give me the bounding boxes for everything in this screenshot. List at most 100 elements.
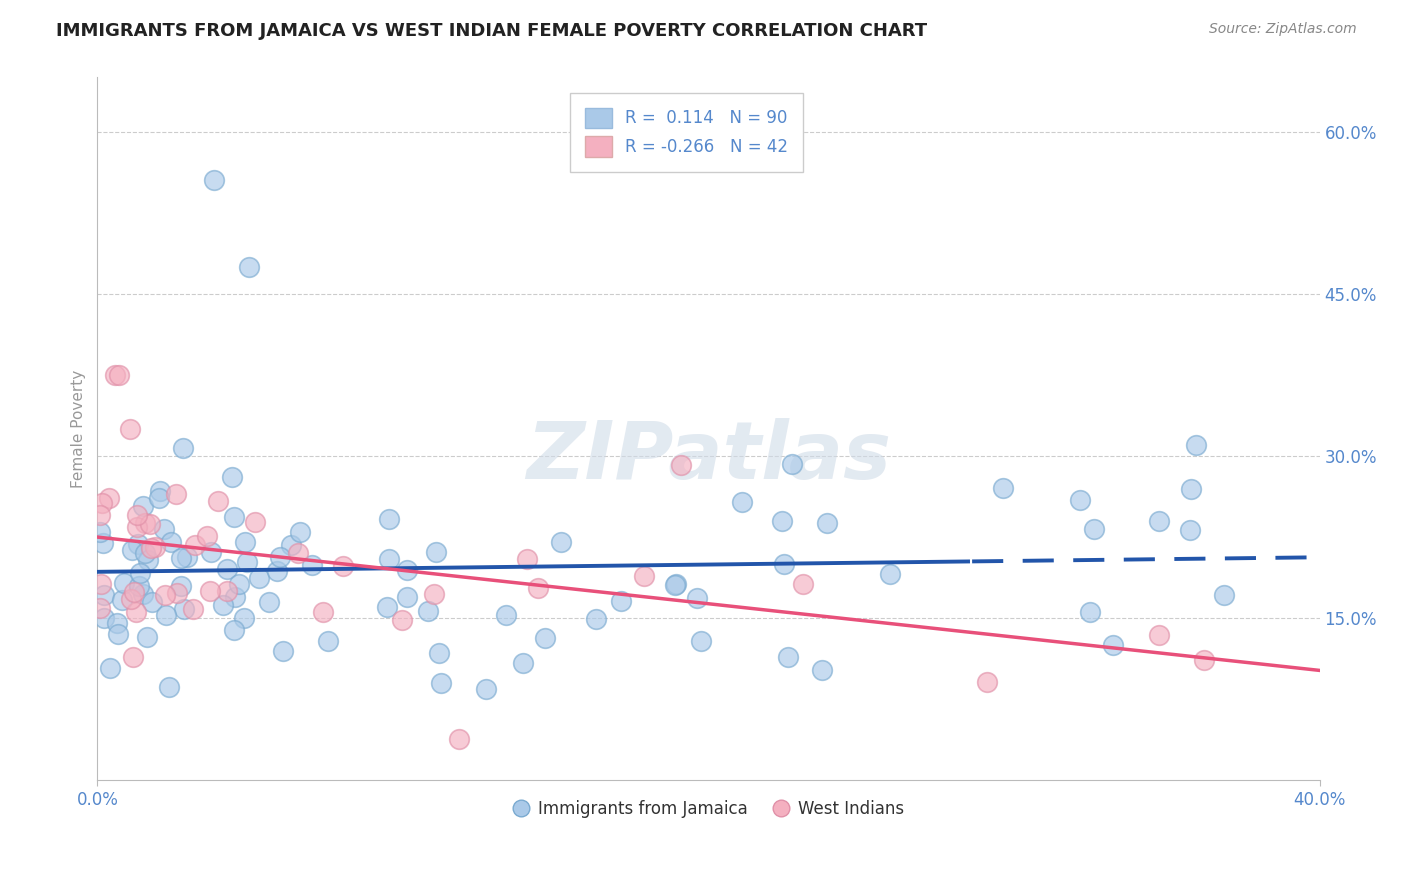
Point	[425, 545, 447, 559]
Point	[287, 546, 309, 560]
Point	[129, 566, 152, 580]
Point	[93, 611, 115, 625]
Point	[134, 546, 156, 560]
Point	[259, 595, 281, 609]
Point	[550, 535, 572, 549]
Point	[224, 590, 246, 604]
Point	[181, 601, 204, 615]
Point	[104, 368, 127, 382]
Point	[149, 484, 172, 499]
Point	[155, 608, 177, 623]
Point	[202, 173, 225, 187]
Point	[1078, 605, 1101, 619]
Point	[132, 499, 155, 513]
Text: IMMIGRANTS FROM JAMAICA VS WEST INDIAN FEMALE POVERTY CORRELATION CHART: IMMIGRANTS FROM JAMAICA VS WEST INDIAN F…	[56, 22, 928, 40]
Point	[1147, 514, 1170, 528]
Point	[139, 541, 162, 555]
Point	[516, 552, 538, 566]
Point	[170, 551, 193, 566]
Point	[243, 515, 266, 529]
Point	[447, 731, 470, 746]
Point	[90, 496, 112, 510]
Point	[98, 661, 121, 675]
Point	[93, 588, 115, 602]
Point	[1069, 492, 1091, 507]
Point	[378, 552, 401, 566]
Point	[280, 538, 302, 552]
Point	[610, 594, 633, 608]
Point	[157, 680, 180, 694]
Y-axis label: Female Poverty: Female Poverty	[72, 370, 86, 488]
Point	[1185, 437, 1208, 451]
Point	[120, 591, 142, 606]
Point	[173, 602, 195, 616]
Point	[1101, 638, 1123, 652]
Point	[396, 590, 419, 604]
Point	[222, 510, 245, 524]
Point	[770, 514, 793, 528]
Point	[132, 587, 155, 601]
Point	[879, 566, 901, 581]
Point	[976, 674, 998, 689]
Point	[475, 681, 498, 696]
Point	[1178, 524, 1201, 538]
Point	[527, 581, 550, 595]
Point	[228, 577, 250, 591]
Point	[155, 588, 177, 602]
Point	[135, 630, 157, 644]
Point	[166, 585, 188, 599]
Point	[686, 591, 709, 605]
Point	[127, 537, 149, 551]
Point	[423, 587, 446, 601]
Point	[585, 612, 607, 626]
Point	[396, 563, 419, 577]
Point	[233, 534, 256, 549]
Point	[664, 578, 686, 592]
Point	[224, 623, 246, 637]
Point	[427, 647, 450, 661]
Point	[165, 487, 187, 501]
Point	[815, 516, 838, 530]
Point	[1213, 588, 1236, 602]
Point	[1149, 628, 1171, 642]
Point	[107, 627, 129, 641]
Point	[1180, 482, 1202, 496]
Point	[633, 569, 655, 583]
Point	[288, 524, 311, 539]
Point	[377, 512, 399, 526]
Point	[690, 634, 713, 648]
Point	[495, 607, 517, 622]
Point	[148, 491, 170, 505]
Point	[93, 536, 115, 550]
Point	[170, 579, 193, 593]
Point	[207, 494, 229, 508]
Point	[198, 583, 221, 598]
Point	[669, 458, 692, 472]
Point	[301, 558, 323, 573]
Point	[111, 593, 134, 607]
Point	[810, 663, 832, 677]
Point	[127, 520, 149, 534]
Point	[152, 522, 174, 536]
Text: ZIPatlas: ZIPatlas	[526, 418, 891, 496]
Point	[269, 550, 291, 565]
Point	[172, 441, 194, 455]
Point	[118, 422, 141, 436]
Point	[128, 579, 150, 593]
Point	[195, 529, 218, 543]
Point	[512, 656, 534, 670]
Point	[792, 576, 814, 591]
Point	[125, 605, 148, 619]
Point	[98, 491, 121, 506]
Point	[121, 650, 143, 665]
Point	[416, 604, 439, 618]
Point	[176, 549, 198, 564]
Point	[375, 599, 398, 614]
Point	[108, 368, 131, 383]
Point	[266, 564, 288, 578]
Point	[534, 631, 557, 645]
Point	[134, 516, 156, 530]
Point	[238, 260, 260, 274]
Point	[316, 634, 339, 648]
Point	[776, 650, 799, 665]
